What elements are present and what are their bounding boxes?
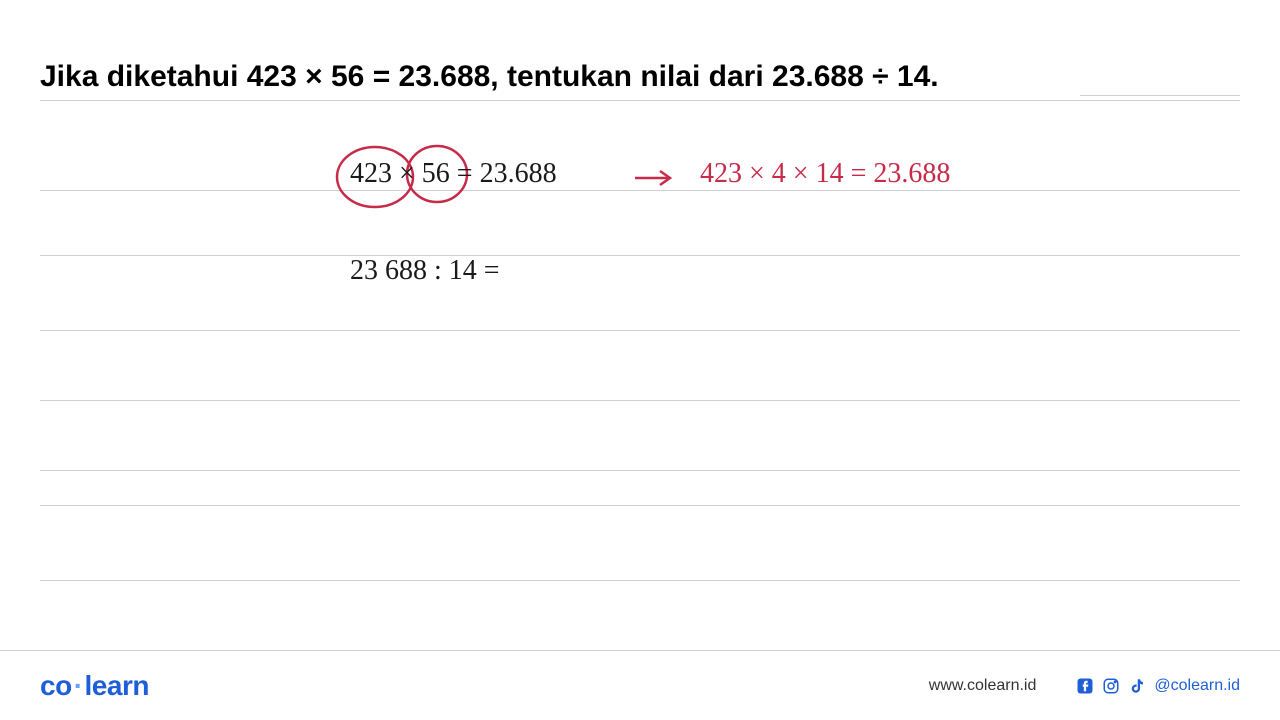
logo-learn: learn [85, 670, 149, 701]
paper-line [40, 470, 1240, 471]
decorative-line [1080, 95, 1240, 96]
handwriting-line1-black: 423 × 56 = 23.688 [350, 158, 557, 190]
red-arrow [630, 168, 680, 188]
footer: co·learn www.colearn.id @colearn.id [0, 650, 1280, 720]
paper-line [40, 190, 1240, 191]
social-links: @colearn.id [1076, 677, 1240, 695]
website-text: www.colearn.id [929, 677, 1037, 695]
paper-line [40, 255, 1240, 256]
logo: co·learn [40, 670, 149, 702]
facebook-icon [1076, 677, 1094, 695]
paper-line [40, 505, 1240, 506]
paper-line [40, 330, 1240, 331]
paper-line [40, 400, 1240, 401]
handwriting-line2-black: 23 688 : 14 = [350, 255, 500, 287]
social-handle: @colearn.id [1154, 677, 1240, 695]
paper-line [40, 100, 1240, 101]
paper-line [40, 580, 1240, 581]
logo-co: co [40, 670, 72, 701]
instagram-icon [1102, 677, 1120, 695]
lined-paper-area: 423 × 56 = 23.688 423 × 4 × 14 = 23.688 … [0, 100, 1280, 620]
handwriting-line1-red: 423 × 4 × 14 = 23.688 [700, 158, 950, 190]
tiktok-icon [1128, 677, 1146, 695]
footer-right: www.colearn.id @colearn.id [929, 677, 1240, 695]
logo-dot: · [74, 670, 83, 701]
question-text: Jika diketahui 423 × 56 = 23.688, tentuk… [40, 60, 1240, 94]
